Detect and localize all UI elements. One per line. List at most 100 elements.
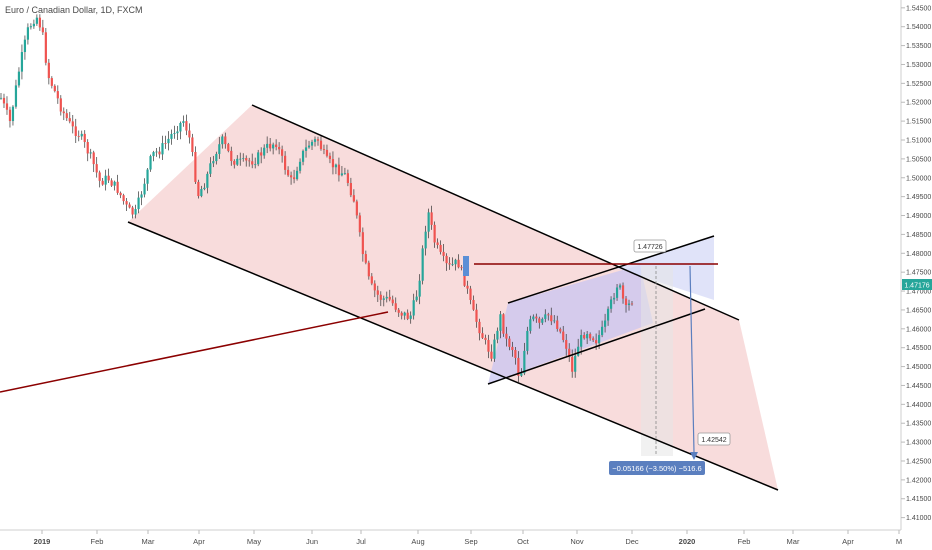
candle-body [161, 143, 164, 155]
candle-body [609, 299, 613, 309]
candle-body [469, 288, 472, 300]
candle-body [113, 181, 116, 186]
candle-body [283, 155, 287, 170]
candle-body [600, 326, 604, 336]
measure-arrow-line [689, 265, 695, 453]
candle-body [245, 158, 248, 161]
price-tick-label: 1.53500 [906, 43, 931, 50]
candle-body [137, 197, 140, 210]
current-price-badge: 1.47176 [902, 279, 932, 290]
candle-body [11, 106, 15, 122]
candle-body [155, 151, 158, 153]
candle-body [313, 139, 317, 142]
candle-body [206, 173, 209, 188]
candle-body [275, 144, 278, 147]
candle-body [5, 103, 9, 110]
upper-price-label: 1.47726 [633, 239, 667, 253]
candle-body [403, 312, 406, 316]
price-axis[interactable]: 1.54500 1.54000 1.53500 1.53000 1.52500 1.520… [900, 0, 931, 530]
price-tick-label: 1.49000 [906, 213, 931, 220]
candle-body [104, 175, 107, 185]
candle-body [367, 262, 370, 277]
candle-body [101, 180, 104, 185]
candle-body [538, 318, 541, 323]
candle-body [562, 331, 565, 340]
candle-body [269, 143, 272, 149]
candle-body [292, 177, 296, 180]
candle-body [26, 27, 30, 40]
candle-body [424, 231, 427, 249]
candle-body [415, 296, 418, 301]
candle-body [586, 334, 589, 339]
candle-body [630, 303, 634, 305]
candle-body [8, 109, 12, 122]
candle-body [442, 251, 445, 256]
candle-body [397, 309, 400, 313]
candle-body [212, 161, 215, 164]
candle-body [574, 355, 577, 372]
candle-body [146, 169, 149, 184]
candle-body [487, 339, 490, 352]
candle-body [185, 121, 188, 131]
candle-body [352, 195, 355, 202]
price-tick-label: 1.51500 [906, 119, 931, 126]
time-tick-label: Mar [142, 537, 155, 546]
candle-body [364, 254, 367, 263]
candle-body [68, 118, 71, 122]
price-tick-label: 1.54000 [906, 24, 931, 31]
candle-body [508, 338, 511, 347]
candle-body [460, 267, 463, 269]
price-tick-label: 1.51000 [906, 137, 931, 144]
candle-body [191, 137, 194, 152]
candle-body [493, 339, 496, 359]
candle-body [44, 32, 47, 63]
candle-body [490, 351, 493, 359]
candle-body [598, 335, 601, 344]
candle-body [427, 212, 430, 232]
candle-body [95, 164, 98, 173]
candle-body [430, 212, 433, 225]
candle-body [179, 122, 182, 132]
candle-body [307, 145, 311, 148]
candle-body [421, 248, 424, 281]
candle-body [526, 330, 529, 351]
candle-body [17, 71, 21, 86]
candle-body [478, 321, 481, 334]
time-tick-label: Dec [625, 537, 639, 546]
candle-body [466, 285, 469, 289]
candle-body [80, 133, 83, 137]
candle-body [355, 201, 358, 216]
channel-upper-line [251, 104, 740, 321]
candle-body [547, 314, 550, 316]
candle-body [143, 183, 146, 195]
time-axis[interactable]: 2019 Feb Mar Apr May Jun Jul Aug Sep Oct Nov Dec 202… [0, 529, 902, 546]
flag-lower-line [487, 308, 706, 385]
candle-body [325, 149, 329, 156]
candle-body [343, 173, 347, 175]
lower-price-label: 1.42542 [697, 432, 731, 446]
candle-body [98, 172, 101, 181]
price-tick-label: 1.43000 [906, 440, 931, 447]
candle-body [627, 303, 631, 306]
time-tick-label: Aug [411, 537, 424, 546]
candle-body [200, 189, 203, 197]
candle-body [119, 192, 122, 196]
candle-body [589, 334, 592, 339]
candle-body [621, 285, 625, 299]
candle-body [412, 300, 415, 316]
candle-body [53, 85, 56, 92]
price-tick-label: 1.52000 [906, 100, 931, 107]
candle-body [286, 169, 290, 176]
drawing-layer [128, 105, 778, 490]
channel-lower-line [127, 221, 779, 491]
candle-body [23, 39, 27, 53]
candle-body [295, 170, 299, 180]
price-tick-label: 1.48000 [906, 251, 931, 258]
candle-body [215, 153, 218, 162]
candle-body [251, 161, 254, 165]
candle-body [209, 163, 212, 174]
price-tick-label: 1.49500 [906, 194, 931, 201]
candle-body [263, 147, 266, 156]
candle-body [529, 319, 532, 331]
